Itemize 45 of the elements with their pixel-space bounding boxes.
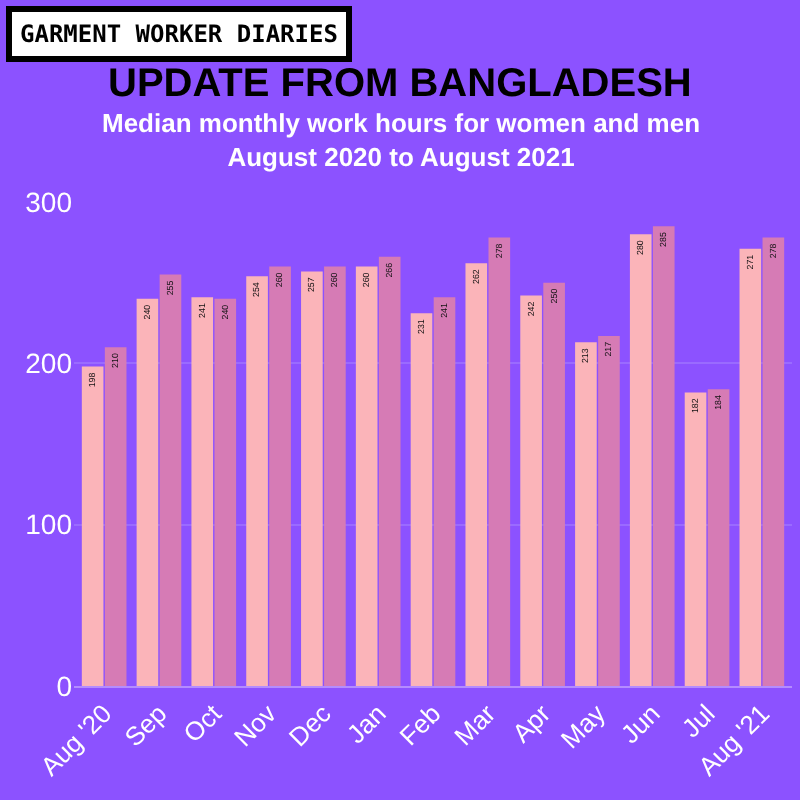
bar	[652, 226, 675, 686]
x-tick-label: Oct	[177, 697, 228, 749]
x-tick-label: Jul	[675, 698, 721, 744]
chart-subtitle: Median monthly work hours for women and men August 2020 to August 2021	[102, 108, 701, 172]
x-tick-label: Jan	[340, 698, 392, 750]
bar	[214, 298, 237, 686]
x-tick-label: Dec	[282, 697, 338, 753]
bar	[739, 248, 762, 686]
bar	[433, 297, 456, 686]
bar	[465, 263, 488, 686]
y-tick-label: 300	[25, 185, 73, 218]
bar	[410, 313, 433, 686]
bar	[598, 335, 620, 686]
y-tick-label: 200	[25, 347, 73, 380]
bar	[629, 234, 652, 686]
bar	[136, 298, 159, 686]
bar	[520, 295, 542, 686]
chart-title: UPDATE FROM BANGLADESH	[108, 62, 692, 106]
bar	[575, 342, 597, 686]
bar	[355, 266, 378, 686]
bar	[301, 271, 323, 686]
bar	[104, 347, 127, 686]
y-tick-label: 0	[56, 669, 73, 702]
x-tick-label: Feb	[393, 698, 447, 752]
bar	[324, 266, 346, 686]
bar	[246, 276, 268, 686]
x-tick-label: May	[554, 697, 612, 755]
text: GARMENT WORKER DIARIES	[20, 20, 338, 48]
bar	[191, 297, 214, 686]
x-tick-label: Aug '20	[34, 698, 118, 782]
x-tick-label: Nov	[228, 697, 283, 753]
bar	[684, 392, 707, 686]
x-tick-label: Apr	[506, 697, 557, 749]
x-tick-label: Mar	[448, 697, 503, 752]
bar	[488, 237, 511, 686]
bar	[159, 274, 182, 686]
bar	[81, 366, 104, 686]
bar	[378, 256, 401, 686]
x-tick-label: Jun	[614, 698, 666, 750]
bar	[269, 266, 291, 686]
bar	[762, 237, 785, 686]
y-tick-label: 100	[25, 508, 73, 541]
bar	[707, 389, 730, 686]
bar	[543, 282, 565, 686]
x-tick-label: Sep	[118, 698, 173, 753]
